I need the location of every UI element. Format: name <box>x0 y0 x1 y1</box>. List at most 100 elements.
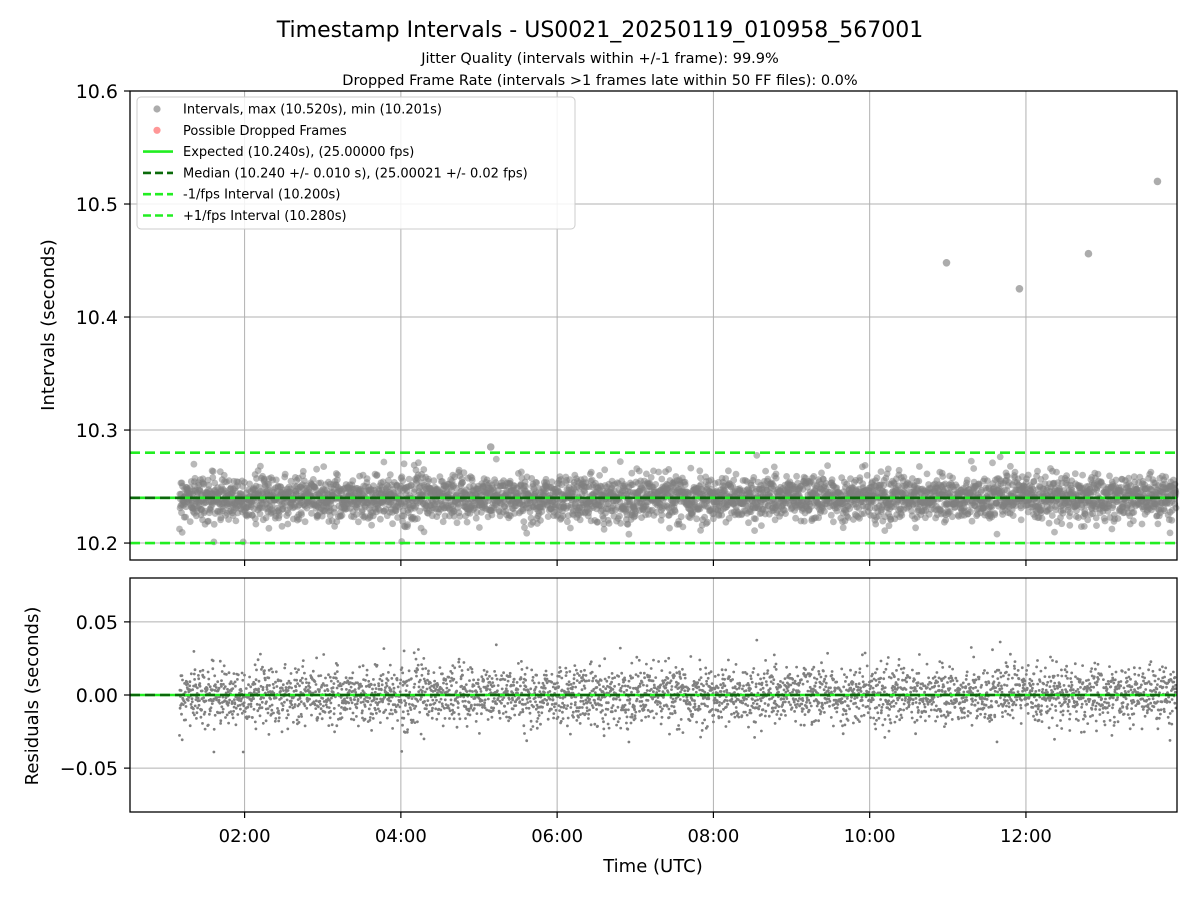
residual-point <box>399 678 403 682</box>
residual-point <box>425 704 429 707</box>
top-y-tick-label-0: 10.2 <box>76 533 118 555</box>
residual-point <box>400 701 403 704</box>
residual-point <box>286 689 290 692</box>
residual-point <box>262 696 265 700</box>
residual-point <box>281 707 285 711</box>
interval-point <box>416 507 424 515</box>
residual-point <box>391 727 394 730</box>
residual-point <box>468 679 471 682</box>
residual-point <box>422 737 426 741</box>
residual-point <box>446 704 450 708</box>
residual-point <box>257 679 261 683</box>
residual-point <box>365 673 369 677</box>
interval-point <box>948 513 956 521</box>
residual-point <box>305 681 308 684</box>
residual-point <box>180 738 184 742</box>
residual-point <box>274 717 278 720</box>
interval-point <box>453 519 461 527</box>
residual-point <box>336 680 340 683</box>
interval-point <box>1162 473 1170 481</box>
top-panel: 10.210.310.410.510.6 Intervals (seconds)… <box>38 81 1180 566</box>
interval-outlier-point-0 <box>942 258 951 267</box>
residual-point <box>431 698 435 702</box>
residual-point <box>457 657 461 661</box>
residual-point <box>257 690 261 694</box>
interval-point <box>758 522 765 529</box>
interval-point <box>1114 515 1122 522</box>
residual-point <box>386 679 390 682</box>
residual-point <box>475 690 479 694</box>
interval-point <box>679 523 687 531</box>
residual-point <box>353 688 357 691</box>
interval-point <box>182 513 190 521</box>
residual-point <box>458 665 462 668</box>
residual-point <box>367 707 371 711</box>
interval-point <box>665 466 673 473</box>
residual-point <box>273 719 277 723</box>
residual-point <box>232 672 236 675</box>
interval-point <box>281 470 289 478</box>
residual-point <box>180 674 184 677</box>
residual-point <box>256 658 260 662</box>
interval-point <box>1172 489 1180 497</box>
residual-point <box>241 750 245 754</box>
residual-point <box>387 702 391 706</box>
residual-point <box>353 698 356 701</box>
residual-point <box>203 710 207 714</box>
residual-point <box>215 698 218 702</box>
residual-point <box>480 699 484 702</box>
residual-point <box>486 718 490 721</box>
residual-point <box>351 671 355 675</box>
residual-point <box>190 700 194 704</box>
residual-point <box>425 707 428 711</box>
residual-point <box>361 700 365 704</box>
residual-point <box>352 718 356 722</box>
interval-point <box>520 518 528 525</box>
residual-point <box>403 699 406 703</box>
residual-point <box>328 699 331 702</box>
residual-point <box>488 674 491 678</box>
residual-point <box>232 709 236 713</box>
residual-point <box>345 688 348 691</box>
residual-point <box>304 677 308 681</box>
residual-point <box>367 679 371 683</box>
residual-point <box>445 686 449 690</box>
residual-point <box>417 685 421 689</box>
residual-point <box>328 716 332 720</box>
residual-point <box>476 678 480 682</box>
residual-point <box>402 716 406 720</box>
residual-point <box>371 687 374 691</box>
residual-point <box>447 675 451 679</box>
interval-outlier-point-4 <box>486 443 495 451</box>
residual-point <box>195 717 198 720</box>
interval-point <box>257 462 264 470</box>
residual-point <box>349 685 353 689</box>
residual-point <box>270 703 274 707</box>
residual-point <box>380 688 383 692</box>
residual-point <box>198 669 202 673</box>
residual-point <box>294 689 298 693</box>
interval-point <box>596 472 603 479</box>
residual-point <box>255 702 259 706</box>
interval-point <box>278 522 286 530</box>
residual-point <box>331 686 335 690</box>
residual-point <box>408 702 411 706</box>
residual-point <box>392 686 396 690</box>
residual-point <box>445 682 448 686</box>
interval-point <box>993 530 1001 538</box>
residual-point <box>301 665 305 668</box>
residual-point <box>289 672 293 675</box>
residual-point <box>300 715 303 718</box>
residual-point <box>247 715 251 719</box>
interval-point <box>256 510 264 518</box>
residual-point <box>482 703 486 707</box>
interval-point <box>186 518 194 525</box>
residual-point <box>455 725 459 729</box>
residual-point <box>349 698 353 702</box>
bottom-panel: 0.050.00−0.05 02:00 04:00 06:00 08:00 10:00 1… <box>22 577 1178 877</box>
residual-point <box>241 678 245 682</box>
residual-point <box>253 720 257 724</box>
interval-point <box>472 514 480 522</box>
interval-point <box>939 473 947 480</box>
residual-point <box>435 698 438 702</box>
